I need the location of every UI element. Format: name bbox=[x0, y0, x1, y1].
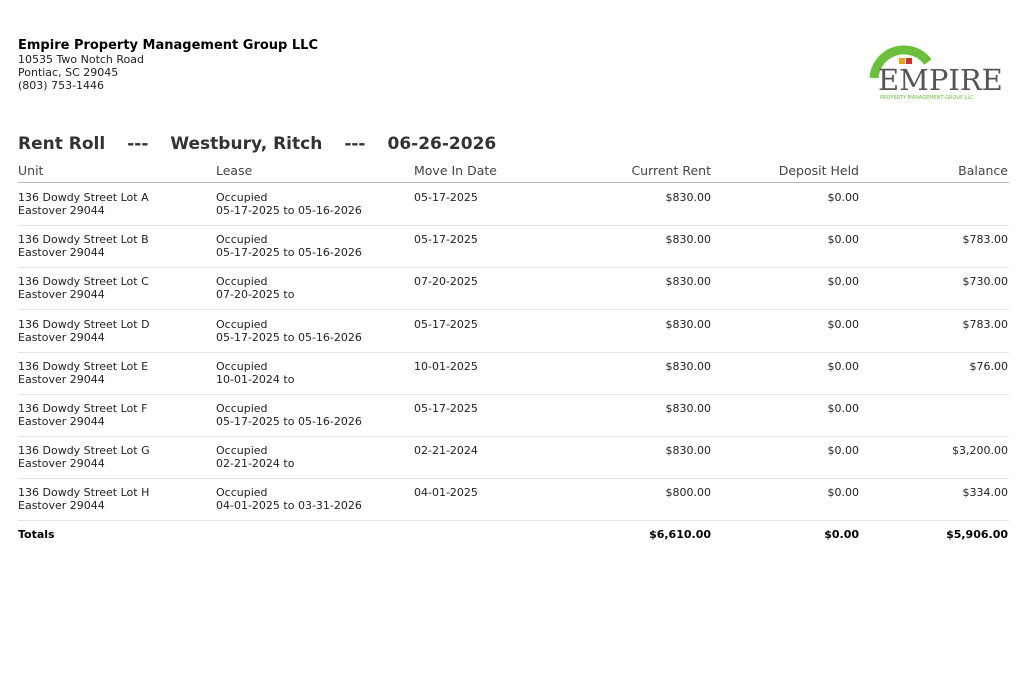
logo-window bbox=[899, 58, 905, 64]
lease-period: 05-17-2025 to 05-16-2026 bbox=[216, 330, 362, 344]
unit-name: 136 Dowdy Street Lot H bbox=[18, 486, 150, 500]
unit-zip: Eastover 29044 bbox=[18, 288, 105, 302]
address: 10535 Two Notch Road bbox=[18, 53, 145, 66]
move-in: 07-20-2025 bbox=[414, 275, 478, 289]
current-rent: $830.00 bbox=[665, 402, 712, 415]
logo: EMPIRE PROPERTY MANAGEMENT GROUP LLC bbox=[869, 45, 1003, 101]
balance: $76.00 bbox=[969, 359, 1009, 373]
lease-period: 05-17-2025 to 05-16-2026 bbox=[216, 204, 362, 217]
lease-status: Occupied bbox=[216, 402, 268, 415]
unit-name: 136 Dowdy Street Lot G bbox=[18, 444, 150, 458]
title-part: Westbury, Ritch bbox=[170, 134, 323, 154]
current-rent: $830.00 bbox=[665, 191, 712, 204]
unit-name: 136 Dowdy Street Lot A bbox=[18, 191, 149, 204]
column-header: Move In Date bbox=[414, 163, 497, 178]
total-deposit-held: $0.00 bbox=[824, 527, 859, 541]
current-rent: $830.00 bbox=[665, 275, 712, 289]
lease-period: 05-17-2025 to 05-16-2026 bbox=[216, 246, 362, 260]
current-rent: $830.00 bbox=[665, 317, 712, 331]
unit-zip: Eastover 29044 bbox=[18, 499, 105, 513]
phone: (803) 753-1446 bbox=[18, 79, 105, 92]
lease-status: Occupied bbox=[216, 444, 268, 458]
current-rent: $830.00 bbox=[665, 359, 712, 373]
lease-period: 07-20-2025 to bbox=[216, 288, 295, 302]
logo-tagline: PROPERTY MANAGEMENT GROUP LLC bbox=[880, 95, 974, 101]
row-divider bbox=[18, 309, 1009, 311]
title-part: 06-26-2026 bbox=[387, 134, 497, 154]
move-in: 05-17-2025 bbox=[414, 233, 478, 247]
deposit-held: $0.00 bbox=[827, 359, 860, 373]
unit-name: 136 Dowdy Street Lot C bbox=[18, 275, 149, 289]
move-in: 10-01-2025 bbox=[414, 359, 478, 373]
lease-status: Occupied bbox=[216, 317, 268, 331]
column-header: Current Rent bbox=[631, 163, 711, 178]
balance: $783.00 bbox=[962, 233, 1009, 247]
row-divider bbox=[18, 436, 1009, 437]
balance: $3,200.00 bbox=[952, 444, 1008, 458]
deposit-held: $0.00 bbox=[827, 444, 860, 458]
logo-name: EMPIRE bbox=[878, 63, 1003, 97]
move-in: 05-17-2025 bbox=[414, 191, 478, 204]
lease-status: Occupied bbox=[216, 191, 268, 204]
lease-period: 10-01-2024 to bbox=[216, 372, 295, 386]
column-header: Unit bbox=[18, 163, 44, 178]
unit-zip: Eastover 29044 bbox=[18, 372, 105, 386]
column-header: Lease bbox=[216, 163, 253, 178]
unit-zip: Eastover 29044 bbox=[18, 457, 105, 471]
report-title: Rent Roll --- Westbury, Ritch --- 06-26-2026 bbox=[18, 134, 518, 154]
column-header: Balance bbox=[958, 163, 1008, 178]
column-header: Deposit Held bbox=[778, 163, 859, 178]
current-rent: $830.00 bbox=[665, 233, 712, 247]
move-in: 05-17-2025 bbox=[414, 317, 478, 331]
row-divider bbox=[18, 393, 1009, 395]
header-rule bbox=[18, 182, 1009, 183]
title-part: Rent Roll bbox=[18, 134, 106, 154]
deposit-held: $0.00 bbox=[827, 486, 860, 500]
deposit-held: $0.00 bbox=[827, 317, 860, 331]
unit-name: 136 Dowdy Street Lot D bbox=[18, 317, 150, 331]
deposit-held: $0.00 bbox=[827, 402, 860, 415]
lease-status: Occupied bbox=[216, 275, 268, 289]
balance: $783.00 bbox=[962, 317, 1009, 331]
move-in: 05-17-2025 bbox=[414, 402, 478, 415]
total-balance: $5,906.00 bbox=[946, 527, 1008, 541]
company-name: Empire Property Management Group LLC bbox=[18, 38, 318, 53]
title-part: --- bbox=[127, 134, 149, 154]
balance: $730.00 bbox=[962, 275, 1009, 289]
title-part: --- bbox=[344, 134, 366, 154]
row-divider bbox=[18, 478, 1009, 480]
current-rent: $830.00 bbox=[665, 444, 712, 458]
address: Pontiac, SC 29045 bbox=[18, 66, 119, 79]
row-divider bbox=[18, 351, 1009, 353]
move-in: 04-01-2025 bbox=[414, 486, 478, 500]
unit-name: 136 Dowdy Street Lot B bbox=[18, 233, 149, 247]
total-current-rent: $6,610.00 bbox=[649, 527, 711, 541]
deposit-held: $0.00 bbox=[827, 275, 860, 289]
deposit-held: $0.00 bbox=[827, 233, 860, 247]
row-divider bbox=[18, 520, 1009, 522]
balance: $334.00 bbox=[962, 486, 1009, 500]
unit-zip: Eastover 29044 bbox=[18, 330, 105, 344]
current-rent: $800.00 bbox=[665, 486, 712, 500]
logo-window bbox=[906, 58, 912, 64]
lease-period: 05-17-2025 to 05-16-2026 bbox=[216, 415, 362, 428]
unit-zip: Eastover 29044 bbox=[18, 246, 105, 260]
move-in: 02-21-2024 bbox=[414, 444, 478, 458]
row-divider bbox=[18, 225, 1009, 226]
unit-zip: Eastover 29044 bbox=[18, 204, 105, 217]
lease-period: 04-01-2025 to 03-31-2026 bbox=[216, 499, 362, 513]
lease-status: Occupied bbox=[216, 233, 268, 247]
deposit-held: $0.00 bbox=[827, 191, 860, 204]
lease-period: 02-21-2024 to bbox=[216, 457, 295, 471]
row-divider bbox=[18, 267, 1009, 269]
unit-zip: Eastover 29044 bbox=[18, 415, 105, 428]
logo-arc bbox=[869, 45, 932, 79]
lease-status: Occupied bbox=[216, 486, 268, 500]
unit-name: 136 Dowdy Street Lot F bbox=[18, 402, 148, 415]
totals-label: Totals bbox=[18, 527, 55, 541]
lease-status: Occupied bbox=[216, 359, 268, 373]
unit-name: 136 Dowdy Street Lot E bbox=[18, 359, 149, 373]
